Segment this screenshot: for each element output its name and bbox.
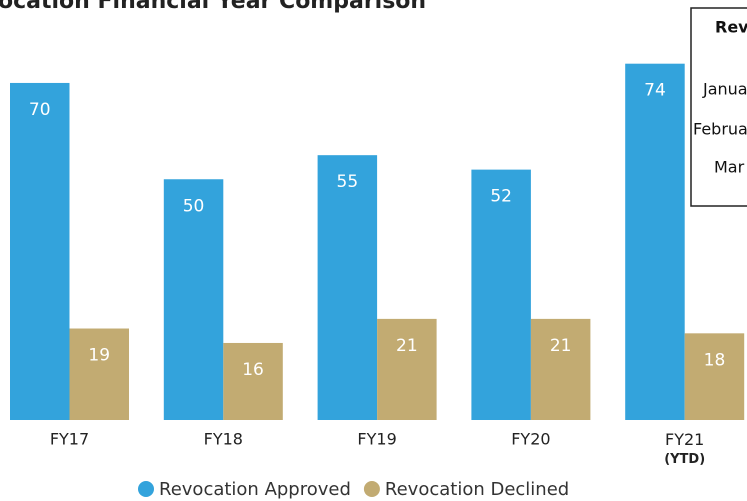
bar: [163, 179, 224, 420]
bar: [684, 333, 745, 420]
x-tick-label: FY21 (YTD): [664, 430, 705, 467]
legend-label: Revocation Declined: [385, 479, 569, 500]
value-label: 74: [644, 81, 666, 101]
bar: [530, 318, 591, 420]
x-tick-label: FY17: [50, 430, 89, 449]
value-label: 19: [88, 346, 110, 366]
value-label: 21: [550, 336, 572, 356]
chart-title: ocation Financial Year Comparison: [0, 0, 426, 14]
value-label: 50: [183, 196, 205, 216]
value-label: 18: [704, 350, 726, 370]
bar: [69, 328, 129, 420]
x-tick-label-line: FY21: [665, 430, 704, 449]
side-table-row: Janua: [702, 80, 747, 99]
side-table-row: Mar: [714, 158, 745, 177]
bar: [377, 318, 437, 420]
legend-label: Revocation Approved: [159, 479, 351, 500]
side-table-box: [690, 7, 747, 207]
bar: [317, 155, 378, 421]
value-label: 55: [337, 172, 359, 192]
bar: [223, 342, 283, 420]
value-label: 70: [29, 100, 51, 120]
legend-marker: [363, 481, 380, 497]
value-label: 16: [242, 360, 264, 380]
side-table-title: Rev: [715, 18, 747, 37]
side-table-row: Februa: [693, 120, 747, 139]
legend-marker: [138, 481, 154, 497]
bar: [625, 63, 685, 420]
x-tick-label: FY19: [357, 430, 396, 449]
bar: [10, 82, 70, 420]
x-tick-label: FY18: [204, 430, 243, 449]
bar: [471, 169, 531, 420]
value-label: 21: [396, 336, 418, 356]
x-tick-label: FY20: [511, 430, 550, 449]
value-label: 52: [490, 187, 512, 207]
x-tick-label-line: (YTD): [664, 452, 705, 467]
